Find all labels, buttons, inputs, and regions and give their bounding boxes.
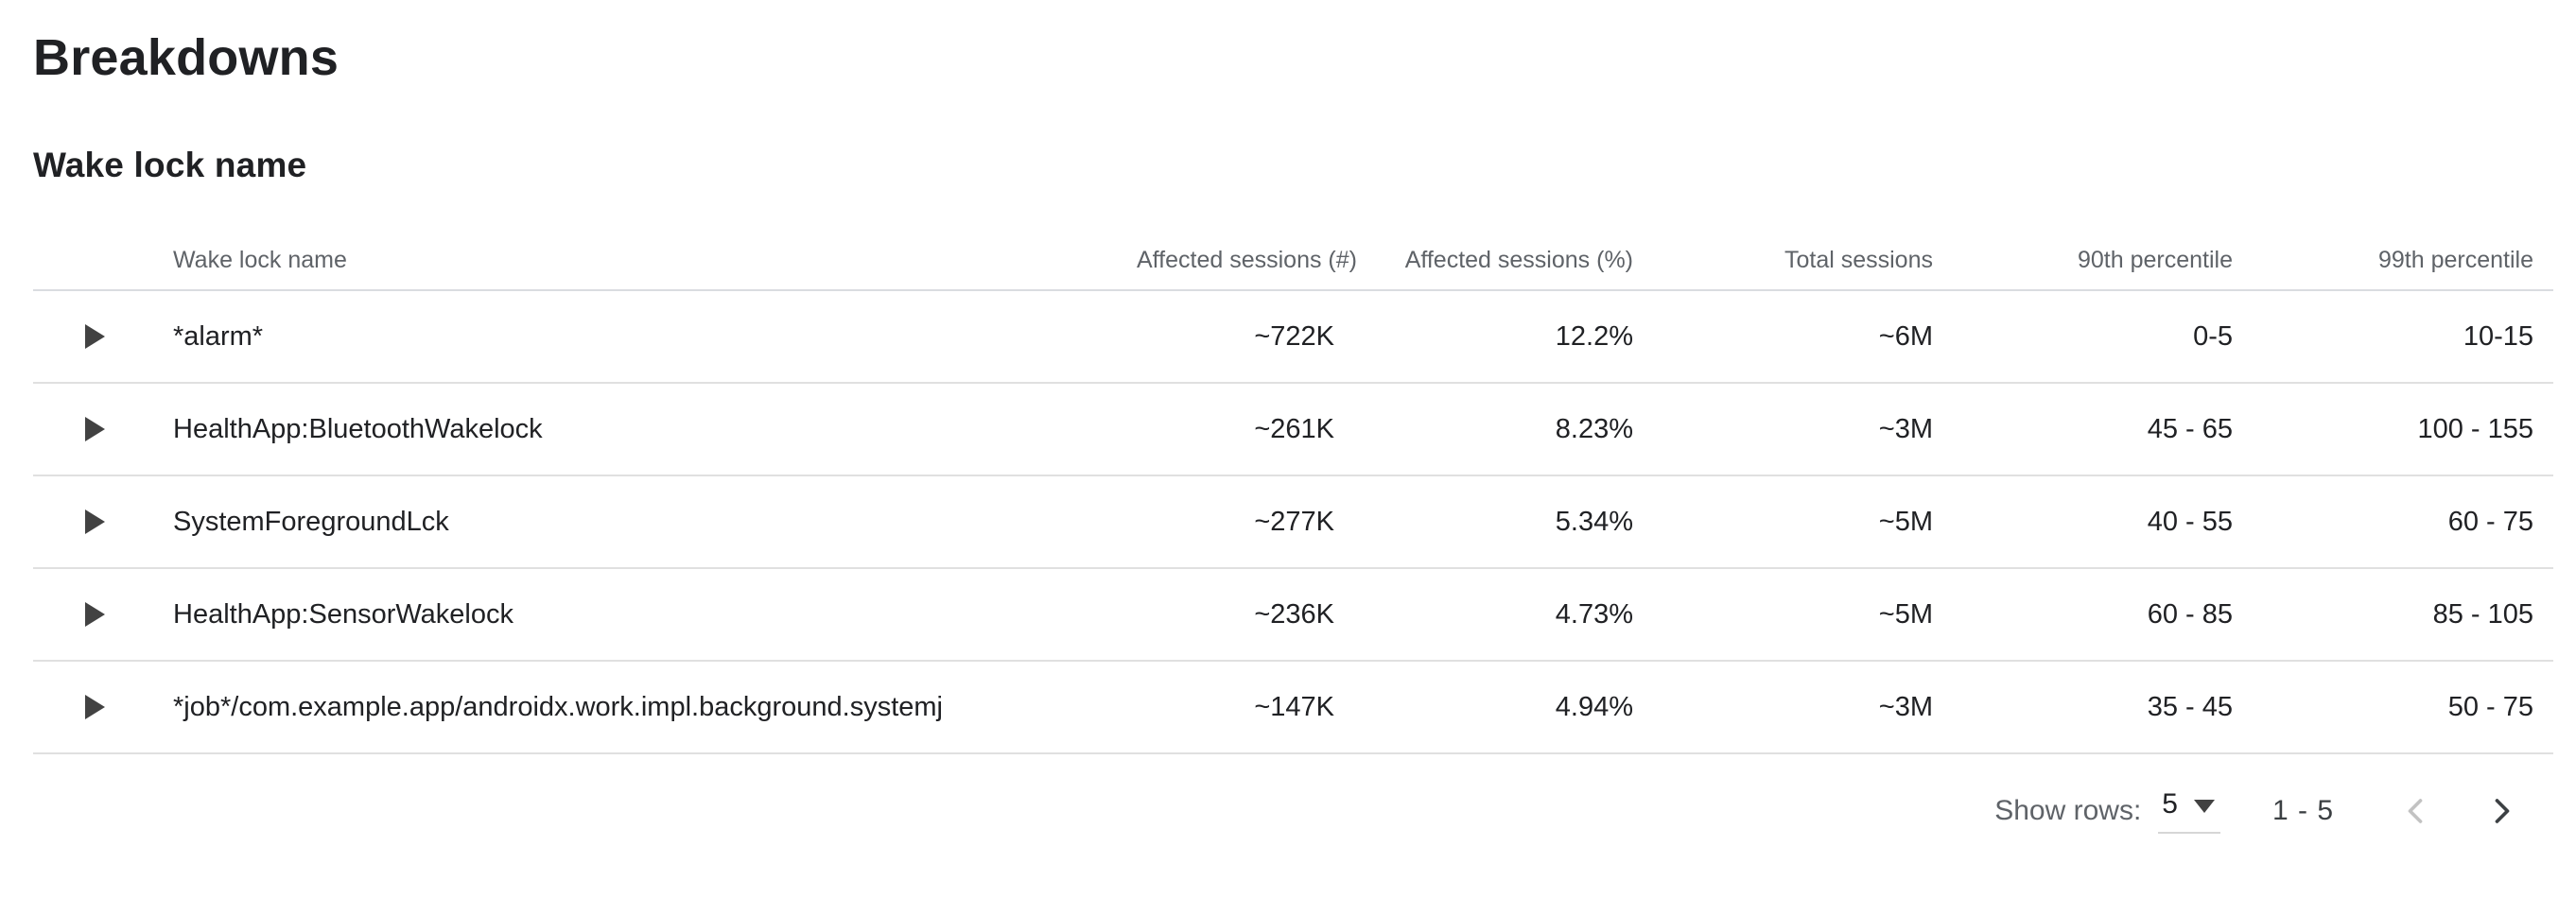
expand-row-button[interactable] [33, 509, 173, 534]
cell-99th-percentile: 60 - 75 [2447, 506, 2533, 537]
cell-affected-pct: 5.34% [1555, 506, 1633, 537]
section-title: Wake lock name [33, 146, 307, 184]
table-row[interactable]: SystemForegroundLck ~277K 5.34% ~5M 40 -… [33, 476, 2553, 569]
cell-total-sessions: ~5M [1878, 598, 1933, 630]
cell-affected-count: ~277K [1254, 506, 1334, 537]
cell-total-sessions: ~3M [1878, 691, 1933, 722]
cell-90th-percentile: 45 - 65 [2147, 413, 2233, 444]
show-rows-label: Show rows: [1994, 795, 2142, 826]
rows-per-page-value: 5 [2162, 788, 2178, 820]
column-header-wake-lock-name: Wake lock name [173, 247, 347, 273]
rows-per-page-select[interactable]: 5 [2158, 788, 2220, 834]
cell-total-sessions: ~5M [1878, 506, 1933, 537]
table-pagination: Show rows: 5 1 - 5 [33, 754, 2553, 868]
table-row[interactable]: *alarm* ~722K 12.2% ~6M 0-5 10-15 [33, 291, 2553, 384]
page-title: Breakdowns [33, 29, 339, 86]
cell-90th-percentile: 0-5 [2193, 320, 2233, 352]
cell-90th-percentile: 60 - 85 [2147, 598, 2233, 630]
chevron-right-icon [2495, 799, 2510, 823]
triangle-right-icon [85, 602, 105, 627]
next-page-button[interactable] [2480, 788, 2525, 834]
cell-affected-count: ~261K [1254, 413, 1334, 444]
cell-wake-lock-name: SystemForegroundLck [173, 506, 449, 537]
expand-row-button[interactable] [33, 695, 173, 719]
cell-affected-count: ~722K [1254, 320, 1334, 352]
breakdowns-panel: Breakdowns Wake lock name Wake lock name… [33, 26, 2553, 868]
cell-affected-pct: 4.94% [1555, 691, 1633, 722]
cell-total-sessions: ~3M [1878, 413, 1933, 444]
expand-row-button[interactable] [33, 417, 173, 441]
cell-wake-lock-name: HealthApp:SensorWakelock [173, 598, 513, 630]
cell-affected-count: ~236K [1254, 598, 1334, 630]
cell-99th-percentile: 85 - 105 [2432, 598, 2533, 630]
cell-affected-pct: 4.73% [1555, 598, 1633, 630]
prev-page-button[interactable] [2393, 788, 2438, 834]
column-header-affected-sessions-count: Affected sessions (#) [1137, 247, 1357, 273]
chevron-left-icon [2408, 799, 2423, 823]
table-header-row: Wake lock name Affected sessions (#) Aff… [33, 200, 2553, 291]
column-header-affected-sessions-pct: Affected sessions (%) [1404, 247, 1633, 273]
cell-90th-percentile: 35 - 45 [2147, 691, 2233, 722]
cell-99th-percentile: 100 - 155 [2417, 413, 2533, 444]
page-range-label: 1 - 5 [2271, 795, 2334, 826]
table-row[interactable]: *job*/com.example.app/androidx.work.impl… [33, 662, 2553, 754]
triangle-right-icon [85, 324, 105, 349]
cell-affected-pct: 8.23% [1555, 413, 1633, 444]
wake-lock-table: Wake lock name Affected sessions (#) Aff… [33, 200, 2553, 868]
table-row[interactable]: HealthApp:BluetoothWakelock ~261K 8.23% … [33, 384, 2553, 476]
triangle-right-icon [85, 695, 105, 719]
cell-90th-percentile: 40 - 55 [2147, 506, 2233, 537]
column-header-total-sessions: Total sessions [1784, 247, 1933, 273]
cell-affected-pct: 12.2% [1555, 320, 1633, 352]
expand-row-button[interactable] [33, 602, 173, 627]
caret-down-icon [2193, 800, 2215, 813]
column-header-99th-percentile: 99th percentile [2377, 247, 2533, 273]
cell-total-sessions: ~6M [1878, 320, 1933, 352]
table-row[interactable]: HealthApp:SensorWakelock ~236K 4.73% ~5M… [33, 569, 2553, 662]
triangle-right-icon [85, 417, 105, 441]
triangle-right-icon [85, 509, 105, 534]
cell-wake-lock-name: *alarm* [173, 320, 264, 352]
cell-99th-percentile: 50 - 75 [2447, 691, 2533, 722]
cell-wake-lock-name: HealthApp:BluetoothWakelock [173, 413, 543, 444]
cell-99th-percentile: 10-15 [2463, 320, 2533, 352]
column-header-90th-percentile: 90th percentile [2077, 247, 2233, 273]
cell-affected-count: ~147K [1254, 691, 1334, 722]
cell-wake-lock-name: *job*/com.example.app/androidx.work.impl… [173, 691, 943, 722]
expand-row-button[interactable] [33, 324, 173, 349]
